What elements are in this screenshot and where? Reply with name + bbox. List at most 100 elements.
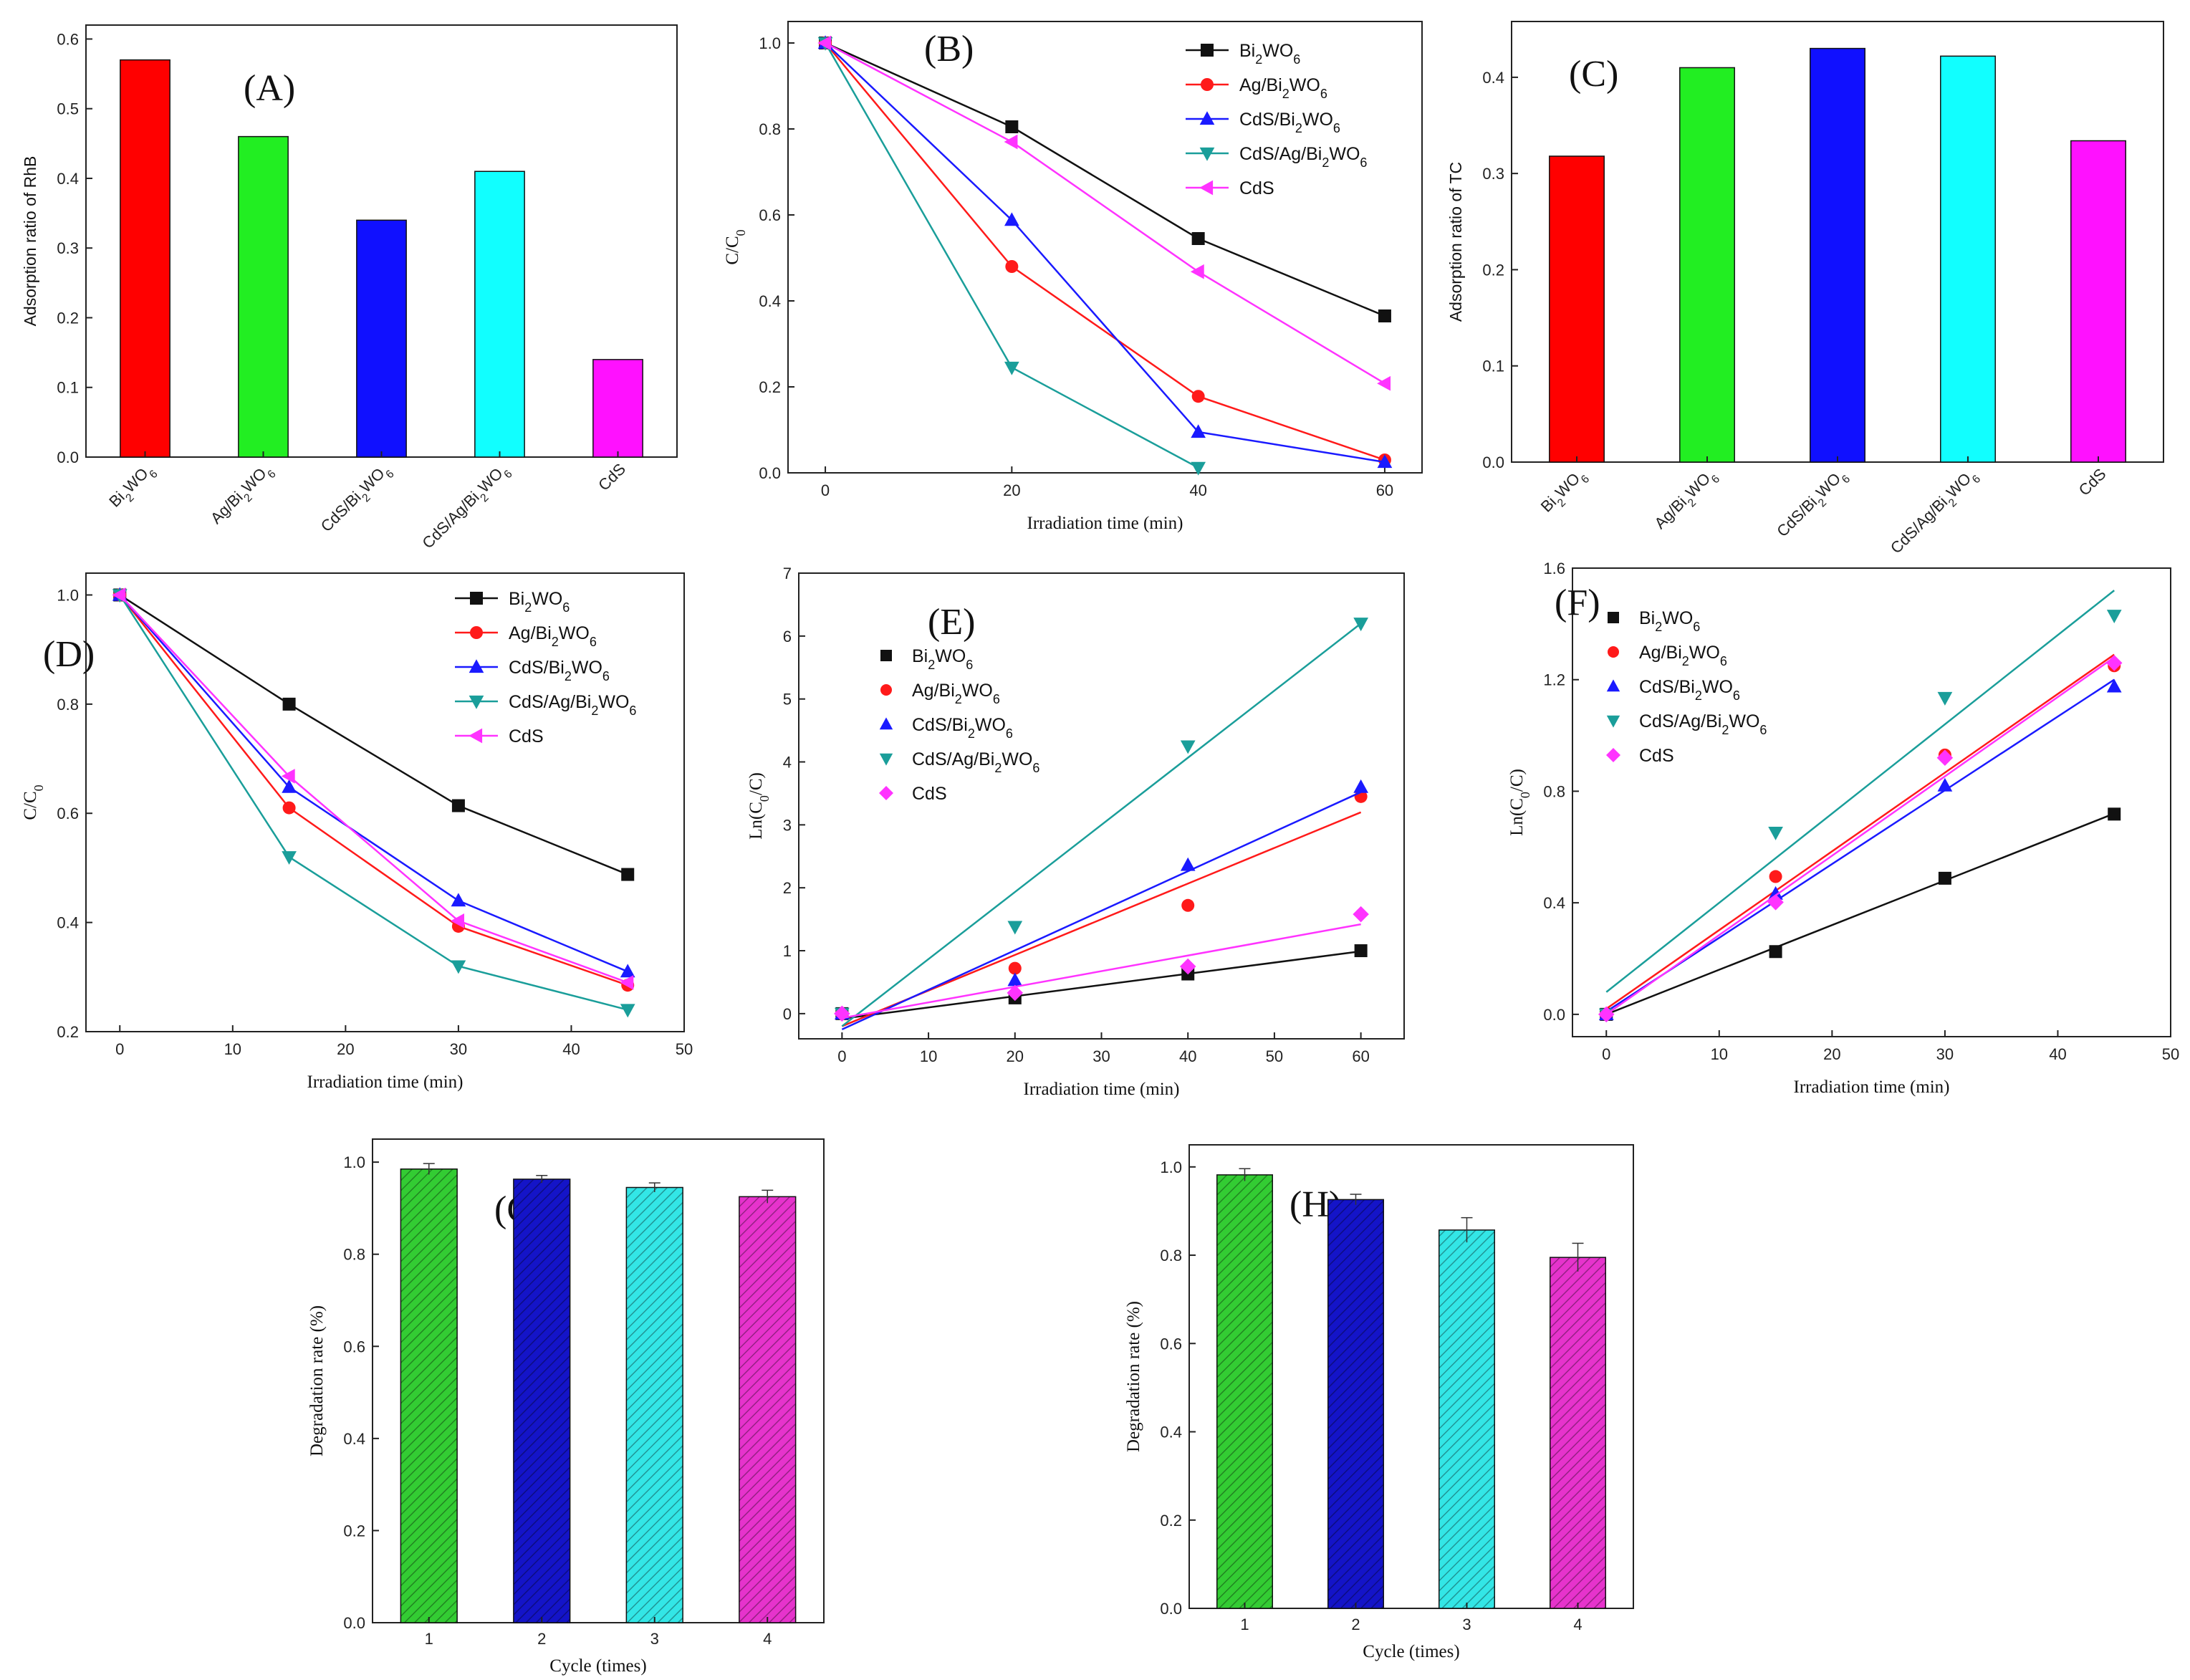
x-tick-label: Bi2WO6 xyxy=(105,460,160,514)
chart-panel-a: 0.0 0.1 0.2 0.3 0.4 0.5 0.6 Adsorption ratio of… xyxy=(21,24,678,552)
data-point xyxy=(1191,390,1205,403)
chart-panel-c: 0.0 0.1 0.2 0.3 0.4 Adsorption ratio of TC (C)… xyxy=(1446,21,2164,557)
legend: Bi2WO6 Ag/Bi2WO6 CdS/Bi2WO6 CdS/Ag/Bi2WO6 Cd… xyxy=(1186,41,1367,198)
data-point xyxy=(1354,944,1368,958)
plot-frame xyxy=(1188,1144,1634,1609)
data-point xyxy=(1191,424,1206,438)
y-tick-label: 0.0 xyxy=(759,464,781,482)
y-tick-label: 0.4 xyxy=(1543,894,1565,912)
legend-marker xyxy=(879,717,893,730)
data-point xyxy=(1768,885,1783,900)
data-point xyxy=(1938,871,1951,885)
series-line xyxy=(119,594,628,973)
legend-marker xyxy=(1606,715,1620,728)
x-tick-label: Ag/Bi2WO6 xyxy=(1651,465,1722,537)
data-point xyxy=(281,769,295,784)
y-axis-label: Ln(C0/C) xyxy=(1507,769,1532,836)
chart-panel-e: 0 1 2 3 4 5 6 7 Ln(C0/C) (E) 0 10 20 30 40 50 60 Irradiat… xyxy=(746,565,1405,1099)
bar xyxy=(1439,1229,1495,1609)
x-tick-label: 30 xyxy=(450,1040,467,1058)
plot-frame xyxy=(787,21,1423,474)
legend-marker xyxy=(879,786,893,800)
legend-marker xyxy=(470,592,483,605)
y-axis-label: C/C0 xyxy=(723,229,748,264)
panel-label: (C) xyxy=(1569,54,1618,95)
y-axis-label: Adsorption ratio of TC xyxy=(1446,162,1465,322)
x-tick-label: Bi2WO6 xyxy=(1537,465,1592,519)
x-tick-label: 50 xyxy=(2162,1045,2179,1063)
x-tick-label: 40 xyxy=(2049,1045,2066,1063)
fit-line xyxy=(841,791,1362,1030)
x-tick-label: 4 xyxy=(763,1630,772,1648)
y-tick-label: 4 xyxy=(783,754,792,772)
y-tick-label: 0.1 xyxy=(57,379,79,397)
fit-line xyxy=(1605,653,2115,1010)
legend-label: CdS xyxy=(1239,178,1274,198)
legend-marker xyxy=(1199,147,1215,161)
y-tick-label: 0.4 xyxy=(57,170,79,188)
legend-label: CdS/Bi2WO6 xyxy=(509,658,610,683)
y-tick-label: 5 xyxy=(783,691,792,709)
y-axis-label: Degradation rate (%) xyxy=(307,1305,327,1456)
data-point xyxy=(451,799,465,812)
x-tick-label: CdS xyxy=(595,460,629,494)
data-point xyxy=(112,587,126,603)
data-point xyxy=(1191,232,1205,245)
data-point xyxy=(451,960,466,974)
y-tick-label: 0.4 xyxy=(1482,69,1504,87)
series-line xyxy=(119,594,628,984)
y-tick-label: 0.2 xyxy=(1160,1512,1182,1530)
series-line xyxy=(825,42,1385,461)
legend-marker xyxy=(1606,748,1620,762)
series-line xyxy=(824,42,1199,469)
data-point xyxy=(1378,309,1391,322)
legend-marker xyxy=(469,695,484,709)
data-point xyxy=(451,913,465,928)
bar xyxy=(1550,1257,1606,1609)
legend-label: CdS/Bi2WO6 xyxy=(912,715,1013,741)
legend-marker xyxy=(1608,612,1619,623)
y-tick-label: 0.1 xyxy=(1482,357,1504,375)
y-tick-label: 1 xyxy=(783,942,792,960)
legend-marker xyxy=(1608,646,1619,658)
x-tick-label: 40 xyxy=(562,1040,580,1058)
plot-frame xyxy=(798,572,1405,1040)
fit-line xyxy=(842,950,1361,1020)
legend-label: CdS/Bi2WO6 xyxy=(1239,110,1340,135)
x-tick-label: 10 xyxy=(920,1047,937,1065)
bar xyxy=(1549,155,1605,463)
y-tick-label: 0.0 xyxy=(1160,1600,1182,1618)
data-point xyxy=(2106,678,2122,693)
data-point xyxy=(282,851,297,865)
bar xyxy=(1810,47,1865,463)
x-tick-label: 20 xyxy=(337,1040,354,1058)
legend-label: CdS xyxy=(509,726,544,747)
data-point xyxy=(620,1004,635,1018)
data-point xyxy=(620,975,634,990)
data-point xyxy=(1769,945,1782,959)
y-tick-label: 0.6 xyxy=(57,805,79,822)
legend-marker xyxy=(469,659,484,673)
legend-marker xyxy=(880,650,892,661)
y-tick-label: 0.2 xyxy=(1482,261,1504,279)
x-tick-label: 4 xyxy=(1573,1616,1582,1633)
data-point xyxy=(1004,212,1019,226)
fit-line xyxy=(1605,812,2115,1016)
fit-line xyxy=(1605,678,2115,1013)
data-point xyxy=(1767,894,1784,911)
data-point xyxy=(1007,972,1023,987)
bar xyxy=(625,1186,683,1623)
bar xyxy=(400,1168,458,1623)
x-tick-label: 1 xyxy=(1240,1616,1249,1633)
data-point xyxy=(1007,921,1023,935)
legend: Bi2WO6 Ag/Bi2WO6 CdS/Bi2WO6 CdS/Ag/Bi2WO6 Cd… xyxy=(455,589,636,747)
x-tick-label: 2 xyxy=(537,1630,546,1648)
chart-panel-f: 0.0 0.4 0.8 1.2 1.6 Ln(C0/C) (F) 0 10 20 30 40 50 Irr… xyxy=(1507,560,2179,1097)
fit-line xyxy=(842,923,1361,1019)
panel-label: (A) xyxy=(244,68,295,109)
y-tick-label: 1.0 xyxy=(57,586,79,604)
bar xyxy=(238,135,289,458)
